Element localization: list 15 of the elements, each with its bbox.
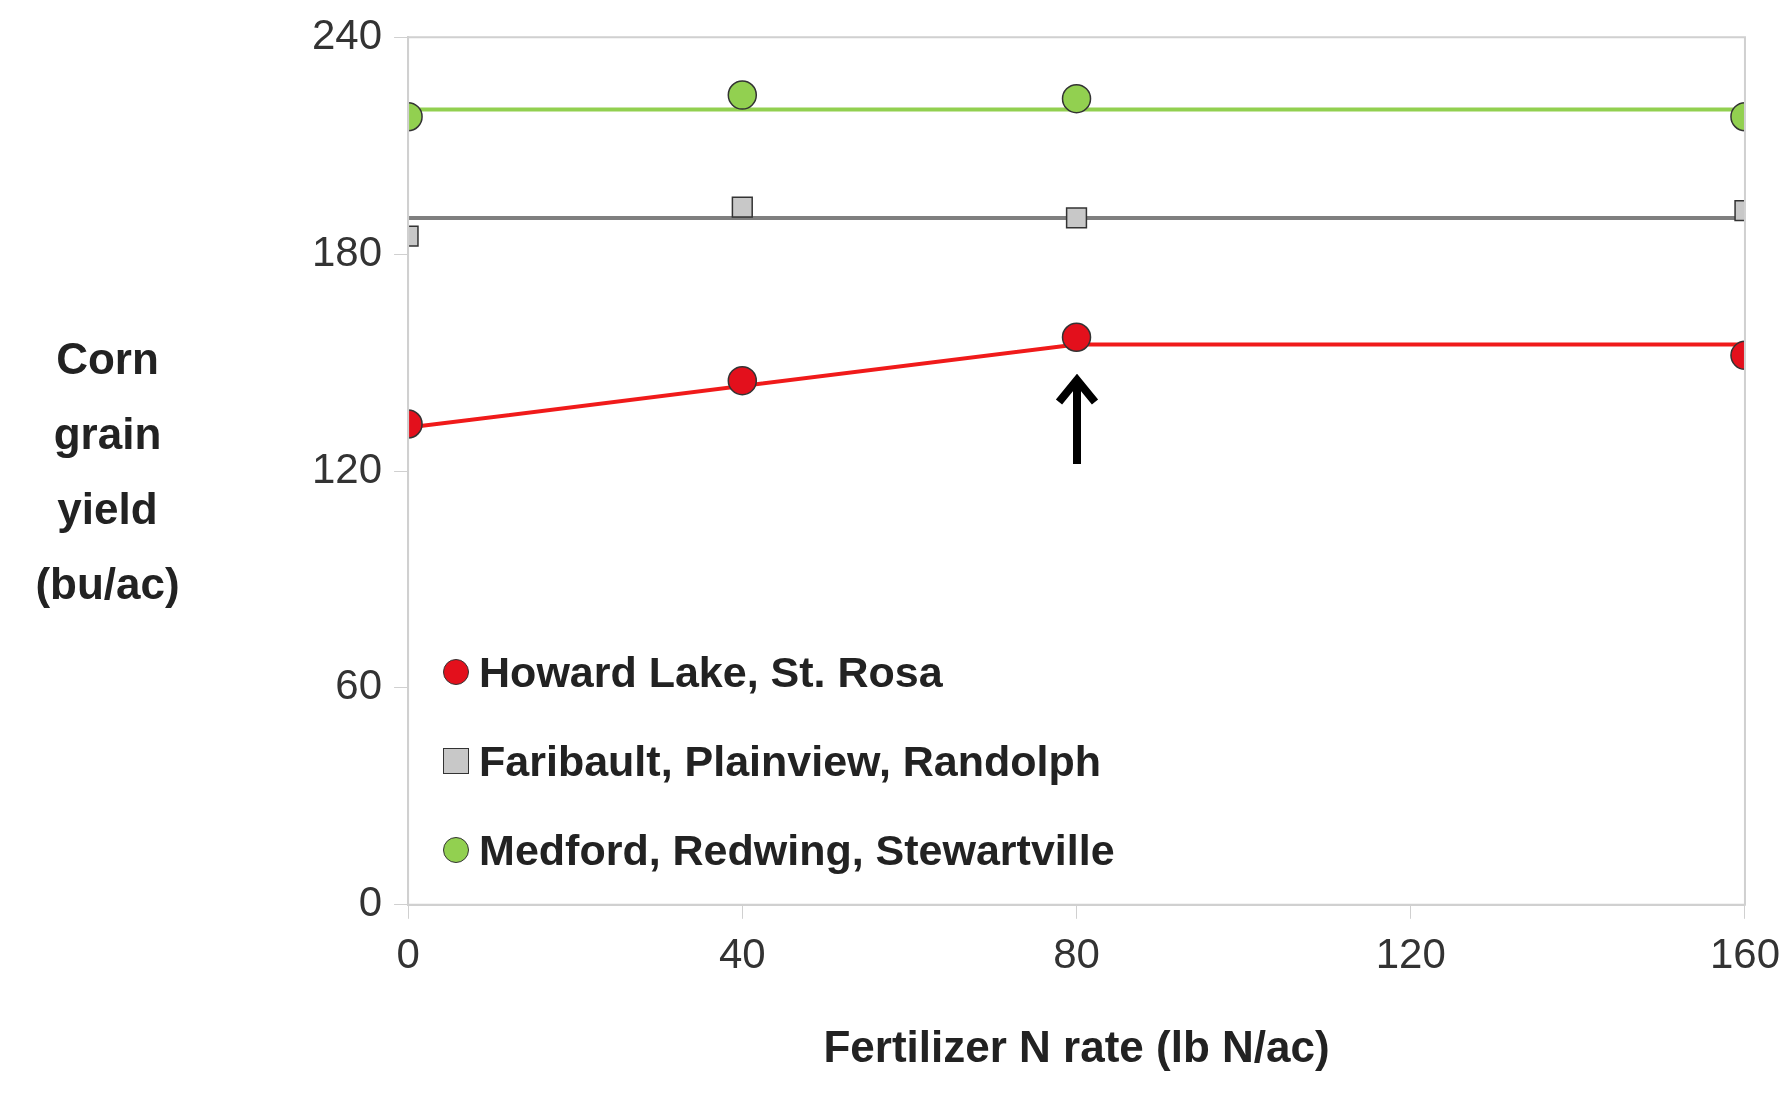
y-axis-title: Corn grain yield (bu/ac): [34, 333, 181, 610]
x-tick-label: 160: [1709, 929, 1780, 977]
y-tick-label: 240: [312, 10, 383, 58]
legend-label: Medford, Redwing, Stewartville: [479, 825, 1115, 875]
legend-label: Howard Lake, St. Rosa: [479, 647, 943, 697]
x-axis-title: Fertilizer N rate (lb N/ac): [823, 1021, 1330, 1071]
y-tick-label: 180: [312, 227, 383, 275]
legend-label: Faribault, Plainview, Randolph: [479, 736, 1102, 786]
y-tick-label: 0: [358, 878, 383, 926]
y-tick-label: 120: [312, 444, 383, 492]
x-tick-label: 80: [1053, 929, 1100, 977]
x-tick-label: 0: [396, 929, 420, 977]
y-tick-label: 60: [335, 661, 383, 709]
x-tick-label: 40: [718, 929, 766, 977]
x-tick-label: 120: [1375, 929, 1446, 977]
